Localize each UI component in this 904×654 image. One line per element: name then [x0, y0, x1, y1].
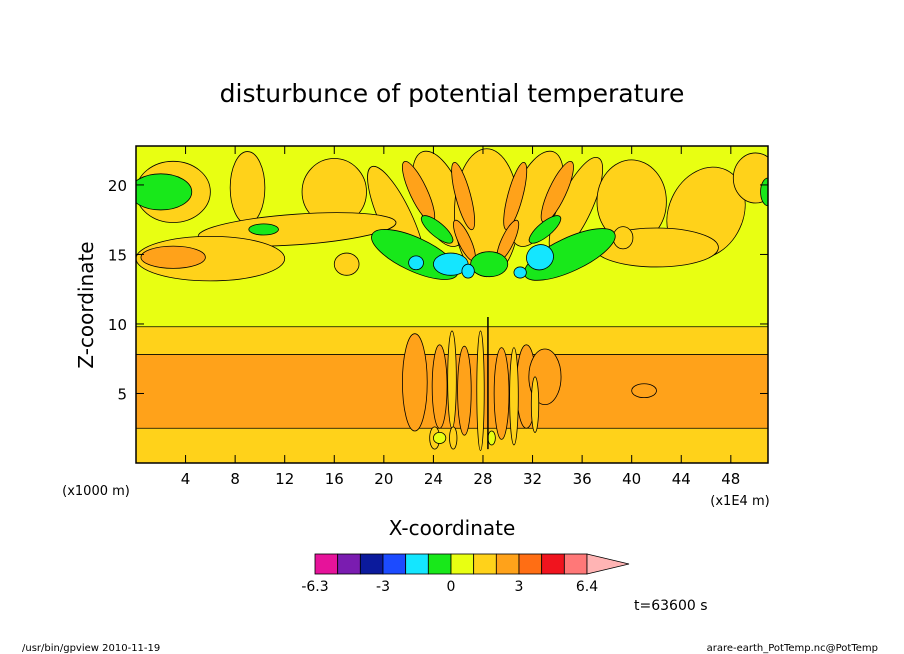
y-tick-label: 10 [108, 316, 127, 334]
contour-region [433, 432, 447, 444]
contour-region [509, 347, 519, 446]
contour-region [493, 347, 510, 440]
x-axis-label: X-coordinate [389, 516, 516, 540]
colorbar-box [405, 553, 429, 575]
contour-region [732, 152, 768, 204]
colorbar-box [495, 553, 520, 575]
colorbar-box [359, 553, 384, 575]
contour-region [526, 244, 554, 271]
contour-region [612, 226, 634, 250]
colorbar-box [518, 553, 543, 575]
footer-left: /usr/bin/gpview 2010-11-19 [22, 643, 160, 654]
y-tick-label: 5 [117, 385, 127, 403]
colorbar-label: -6.3 [301, 579, 328, 595]
plot-frame [135, 145, 769, 464]
contour-region [431, 344, 448, 429]
x-unit-left: (x1000 m) [62, 484, 130, 499]
x-unit-right: (x1E4 m) [710, 494, 769, 509]
colorbar-label: 0 [447, 579, 456, 595]
y-axis: 5 10 15 20 [108, 177, 768, 403]
contour-region [487, 430, 496, 446]
x-axis: 4 8 12 16 20 24 28 32 36 40 44 48 [181, 146, 740, 488]
colorbar-box [382, 553, 407, 575]
contour-region [631, 383, 657, 399]
contour-region [136, 173, 193, 211]
colorbar-label: -3 [376, 579, 390, 595]
contour-region [461, 263, 475, 279]
contour-region [457, 345, 472, 436]
x-tick-label: 12 [275, 470, 294, 488]
time-label: t=63600 s [634, 598, 708, 614]
contour-region [408, 255, 424, 271]
contour-region [402, 333, 428, 432]
colorbar-box [473, 553, 497, 575]
contour-field [136, 146, 768, 463]
y-tick-label: 15 [108, 246, 127, 264]
x-tick-label: 32 [523, 470, 542, 488]
contour-region [476, 330, 485, 451]
y-tick-label: 20 [108, 177, 127, 195]
colorbar-label: 3 [515, 579, 524, 595]
contour-region [513, 266, 527, 279]
contour-region [447, 330, 457, 429]
y-axis-label: Z-coordinate [74, 241, 98, 368]
contour-region [470, 251, 509, 278]
x-tick-label: 24 [424, 470, 443, 488]
contour-region [229, 151, 266, 225]
contour-region [449, 426, 458, 450]
colorbar: -6.3 -3 0 3 6.4 [301, 553, 630, 595]
x-tick-label: 36 [573, 470, 592, 488]
colorbar-box [450, 553, 475, 575]
x-tick-label: 8 [230, 470, 240, 488]
colorbar-box [427, 553, 452, 575]
contour-region [140, 245, 206, 269]
contour-region [420, 215, 454, 244]
colorbar-box [314, 553, 339, 575]
contour-region [333, 252, 360, 276]
colorbar-box [541, 553, 565, 575]
colorbar-arrow [586, 553, 630, 575]
contour-region [528, 215, 562, 244]
colorbar-box [563, 553, 588, 575]
x-tick-label: 44 [672, 470, 691, 488]
x-tick-label: 4 [181, 470, 191, 488]
footer-right: arare-earth_PotTemp.nc@PotTemp [707, 643, 878, 654]
x-tick-label: 16 [325, 470, 344, 488]
x-tick-label: 28 [473, 470, 492, 488]
contour-region [530, 376, 540, 433]
chart-title: disturbunce of potential temperature [220, 79, 685, 108]
x-tick-label: 40 [622, 470, 641, 488]
x-tick-label: 48 [721, 470, 740, 488]
contour-region [451, 162, 476, 231]
contour-region [248, 223, 279, 236]
x-tick-label: 20 [374, 470, 393, 488]
colorbar-label: 6.4 [576, 579, 598, 595]
colorbar-box [337, 553, 361, 575]
